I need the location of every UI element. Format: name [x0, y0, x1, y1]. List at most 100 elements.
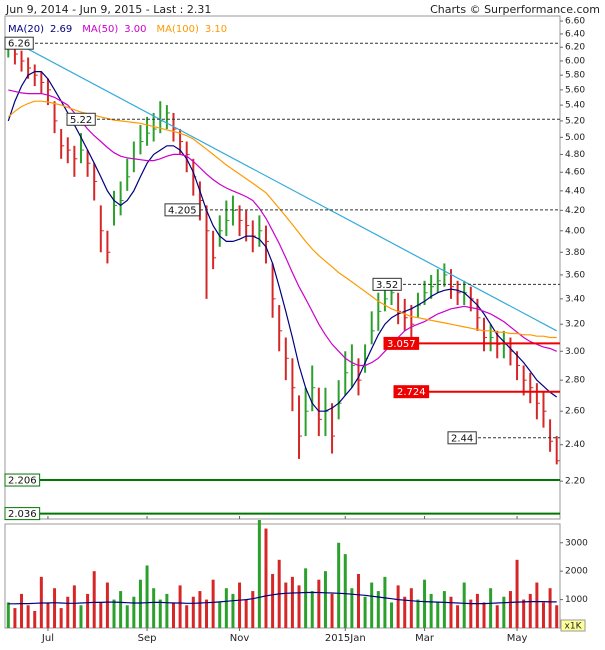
level-label: 2.44	[451, 433, 473, 444]
level-box	[4, 36, 34, 50]
y-tick-label: 5.20	[565, 116, 585, 126]
volume-bar	[429, 593, 433, 628]
moving-average	[8, 89, 557, 367]
level-box	[393, 385, 430, 399]
level-label: 6.26	[8, 39, 30, 50]
volume-bar	[337, 542, 341, 628]
volume-bar	[112, 599, 116, 628]
volume-bar	[482, 602, 486, 628]
level-label: 2.724	[397, 387, 426, 398]
y-tick-label: 2.20	[565, 477, 585, 487]
y-tick-label: 3.20	[565, 320, 585, 330]
level-box	[383, 336, 420, 350]
volume-bar	[257, 520, 261, 628]
y-tick-label: 4.40	[565, 186, 585, 196]
volume-bar	[178, 585, 182, 628]
level-box	[4, 473, 41, 487]
y-tick-label: 4.00	[565, 226, 585, 236]
volume-bar	[323, 571, 327, 628]
y-tick-label: 3000	[565, 538, 588, 548]
level-box	[164, 203, 201, 217]
volume-bar	[356, 574, 360, 628]
level-box	[372, 277, 402, 291]
volume-bar	[13, 608, 17, 628]
volume-bar	[317, 579, 321, 628]
y-tick-label: 4.60	[565, 168, 585, 178]
volume-bar	[396, 585, 400, 628]
legend-value: 3.10	[205, 24, 227, 35]
chart-title: Jun 9, 2014 - Jun 9, 2015 - Last : 2.31	[5, 3, 211, 16]
x-tick-label: Jul	[41, 633, 54, 644]
volume-bar	[53, 588, 57, 628]
volume-bar	[99, 602, 103, 628]
volume-bar	[475, 593, 479, 628]
volume-bar	[46, 602, 50, 628]
y-tick-label: 5.80	[565, 71, 585, 81]
y-tick-label: 3.00	[565, 347, 585, 357]
volume-bar	[86, 593, 90, 628]
level-label: 3.52	[376, 280, 398, 291]
volume-bar	[304, 568, 308, 628]
volume-bar	[528, 593, 532, 628]
volume-bar	[105, 582, 109, 628]
volume-bar	[20, 593, 24, 628]
volume-bar	[59, 608, 63, 628]
volume-bar	[535, 582, 539, 628]
volume-bar	[198, 591, 202, 628]
volume-bar	[350, 588, 354, 628]
volume-bar	[26, 605, 30, 628]
x-tick-label: 2015Jan	[325, 633, 366, 644]
level-label: 2.036	[8, 509, 37, 520]
volume-bar	[376, 591, 380, 628]
volume-bar	[489, 588, 493, 628]
y-tick-label: 6.40	[565, 29, 585, 39]
y-tick-label: 5.60	[565, 85, 585, 95]
volume-bar	[119, 591, 123, 628]
x-tick-label: May	[507, 633, 528, 644]
volume-bar	[33, 610, 37, 628]
volume-bar	[211, 579, 215, 628]
volume-bar	[416, 599, 420, 628]
volume-bar	[502, 596, 506, 628]
y-tick-label: 6.60	[565, 17, 585, 27]
volume-bar	[297, 585, 301, 628]
volume-bar	[264, 528, 268, 628]
volume-bar	[423, 579, 427, 628]
price-panel	[4, 15, 561, 520]
volume-bar	[185, 605, 189, 628]
volume-bar	[138, 579, 142, 628]
volume-bar	[436, 602, 440, 628]
moving-average	[7, 71, 558, 412]
volume-bar	[555, 605, 559, 628]
volume-bar	[205, 599, 209, 628]
volume-bar	[548, 588, 552, 628]
volume-panel	[4, 523, 561, 629]
volume-bar	[469, 599, 473, 628]
y-tick-label: 3.80	[565, 248, 585, 258]
volume-bar	[251, 591, 255, 628]
volume-bar	[244, 599, 248, 628]
volume-bar	[462, 582, 466, 628]
volume-bar	[370, 582, 374, 628]
y-tick-label: 6.00	[565, 56, 585, 66]
x-tick-label: Nov	[230, 633, 250, 644]
level-label: 2.206	[8, 476, 37, 487]
x-tick-label: Sep	[138, 633, 157, 644]
trend-line	[8, 38, 557, 332]
volume-bar	[165, 593, 169, 628]
y-tick-label: 4.80	[565, 150, 585, 160]
volume-average	[8, 591, 557, 605]
y-tick-label: 5.00	[565, 133, 585, 143]
volume-bar	[290, 576, 294, 628]
volume-bar	[508, 591, 512, 628]
volume-bar	[449, 596, 453, 628]
unit-label: x1K	[565, 622, 583, 632]
volume-bar	[363, 596, 367, 628]
legend-name: MA(50)	[82, 24, 118, 35]
y-tick-label: 4.20	[565, 206, 585, 216]
volume-bar	[343, 554, 347, 628]
volume-bar	[456, 605, 460, 628]
y-tick-label: 2.60	[565, 407, 585, 417]
